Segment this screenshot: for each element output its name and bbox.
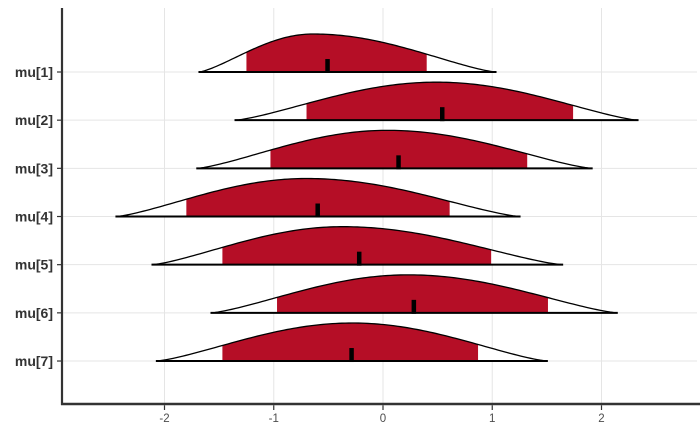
ridge-shaded-interval [277,274,548,313]
ridge-density-outline [152,226,563,266]
point-estimate-tick [349,348,354,363]
ridge-row-mu-1- [198,33,497,73]
point-estimate-tick [325,59,330,73]
x-tick-label: -2 [159,413,169,425]
point-estimate-tick [315,203,320,218]
y-axis-label: mu[3] [15,160,53,176]
x-tick-label: 1 [489,413,495,425]
point-estimate-tick [396,155,401,170]
ridge-row-mu-3- [196,129,593,170]
point-estimate-tick [356,251,362,266]
ridge-row-mu-4- [115,177,521,218]
ridge-shaded-interval [270,130,528,169]
ridge-row-mu-2- [234,81,639,122]
ridge-shaded-interval [246,34,427,72]
x-tick-label: -1 [269,413,279,425]
point-estimate-tick [439,107,445,122]
ridge-density-outline [199,33,496,73]
ridge-shaded-interval [222,323,479,362]
ridge-density-outline [116,177,520,218]
ridge-shaded-interval [186,178,450,217]
ridge-density-outline [156,322,547,362]
y-axis-label: mu[4] [15,209,53,225]
y-axis-label: mu[5] [15,257,53,273]
y-axis-label: mu[7] [15,353,53,369]
x-tick-label: 2 [598,413,604,425]
ridge-row-mu-5- [151,226,564,266]
ridge-row-mu-6- [210,274,618,314]
ridge-density-outline [197,129,592,169]
point-estimate-tick [411,299,417,314]
ridge-shaded-interval [306,82,574,121]
ridge-shaded-interval [222,226,492,265]
ridge-density-outline [235,81,638,121]
y-axis-label: mu[1] [15,64,53,80]
ridge-row-mu-7- [155,322,548,363]
y-axis-label: mu[2] [15,112,53,128]
ridge-density-outline [211,274,617,314]
x-tick-label: 0 [380,413,386,425]
y-axis-label: mu[6] [15,305,53,321]
